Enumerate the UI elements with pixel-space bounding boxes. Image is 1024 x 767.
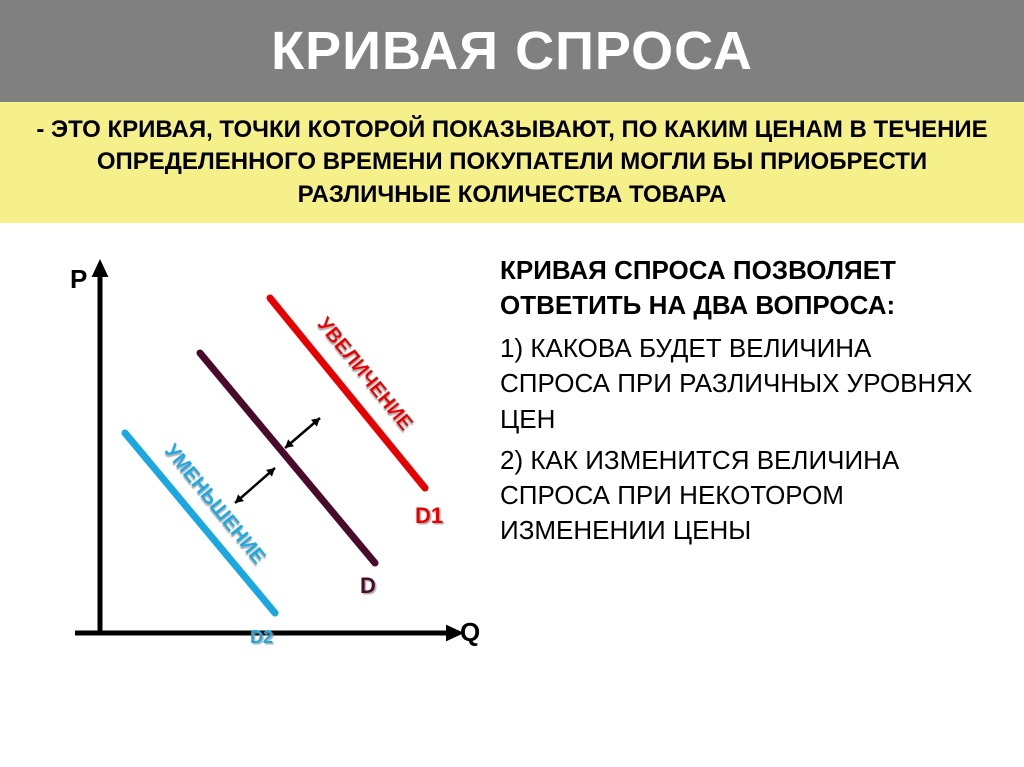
demand-curve-chart: PQDD1D2УВЕЛИЧЕНИЕУМЕНЬШЕНИЕ: [20, 243, 490, 683]
svg-text:D2: D2: [250, 627, 273, 647]
chart-svg: PQDD1D2УВЕЛИЧЕНИЕУМЕНЬШЕНИЕ: [20, 243, 490, 683]
text-item-1: 1) КАКОВА БУДЕТ ВЕЛИЧИНА СПРОСА ПРИ РАЗЛ…: [500, 331, 984, 436]
svg-text:Q: Q: [460, 617, 480, 647]
svg-text:D: D: [360, 573, 376, 598]
definition-text: - ЭТО КРИВАЯ, ТОЧКИ КОТОРОЙ ПОКАЗЫВАЮТ, …: [0, 102, 1024, 223]
svg-text:УМЕНЬШЕНИЕ: УМЕНЬШЕНИЕ: [160, 440, 270, 568]
svg-text:P: P: [70, 264, 87, 294]
slide-title: КРИВАЯ СПРОСА: [0, 0, 1024, 102]
explanation-text: КРИВАЯ СПРОСА ПОЗВОЛЯЕТ ОТВЕТИТЬ НА ДВА …: [490, 243, 1004, 683]
text-heading: КРИВАЯ СПРОСА ПОЗВОЛЯЕТ ОТВЕТИТЬ НА ДВА …: [500, 253, 984, 323]
svg-text:D1: D1: [415, 503, 443, 528]
text-item-2: 2) КАК ИЗМЕНИТСЯ ВЕЛИЧИНА СПРОСА ПРИ НЕК…: [500, 443, 984, 548]
content-row: PQDD1D2УВЕЛИЧЕНИЕУМЕНЬШЕНИЕ КРИВАЯ СПРОС…: [0, 223, 1024, 683]
